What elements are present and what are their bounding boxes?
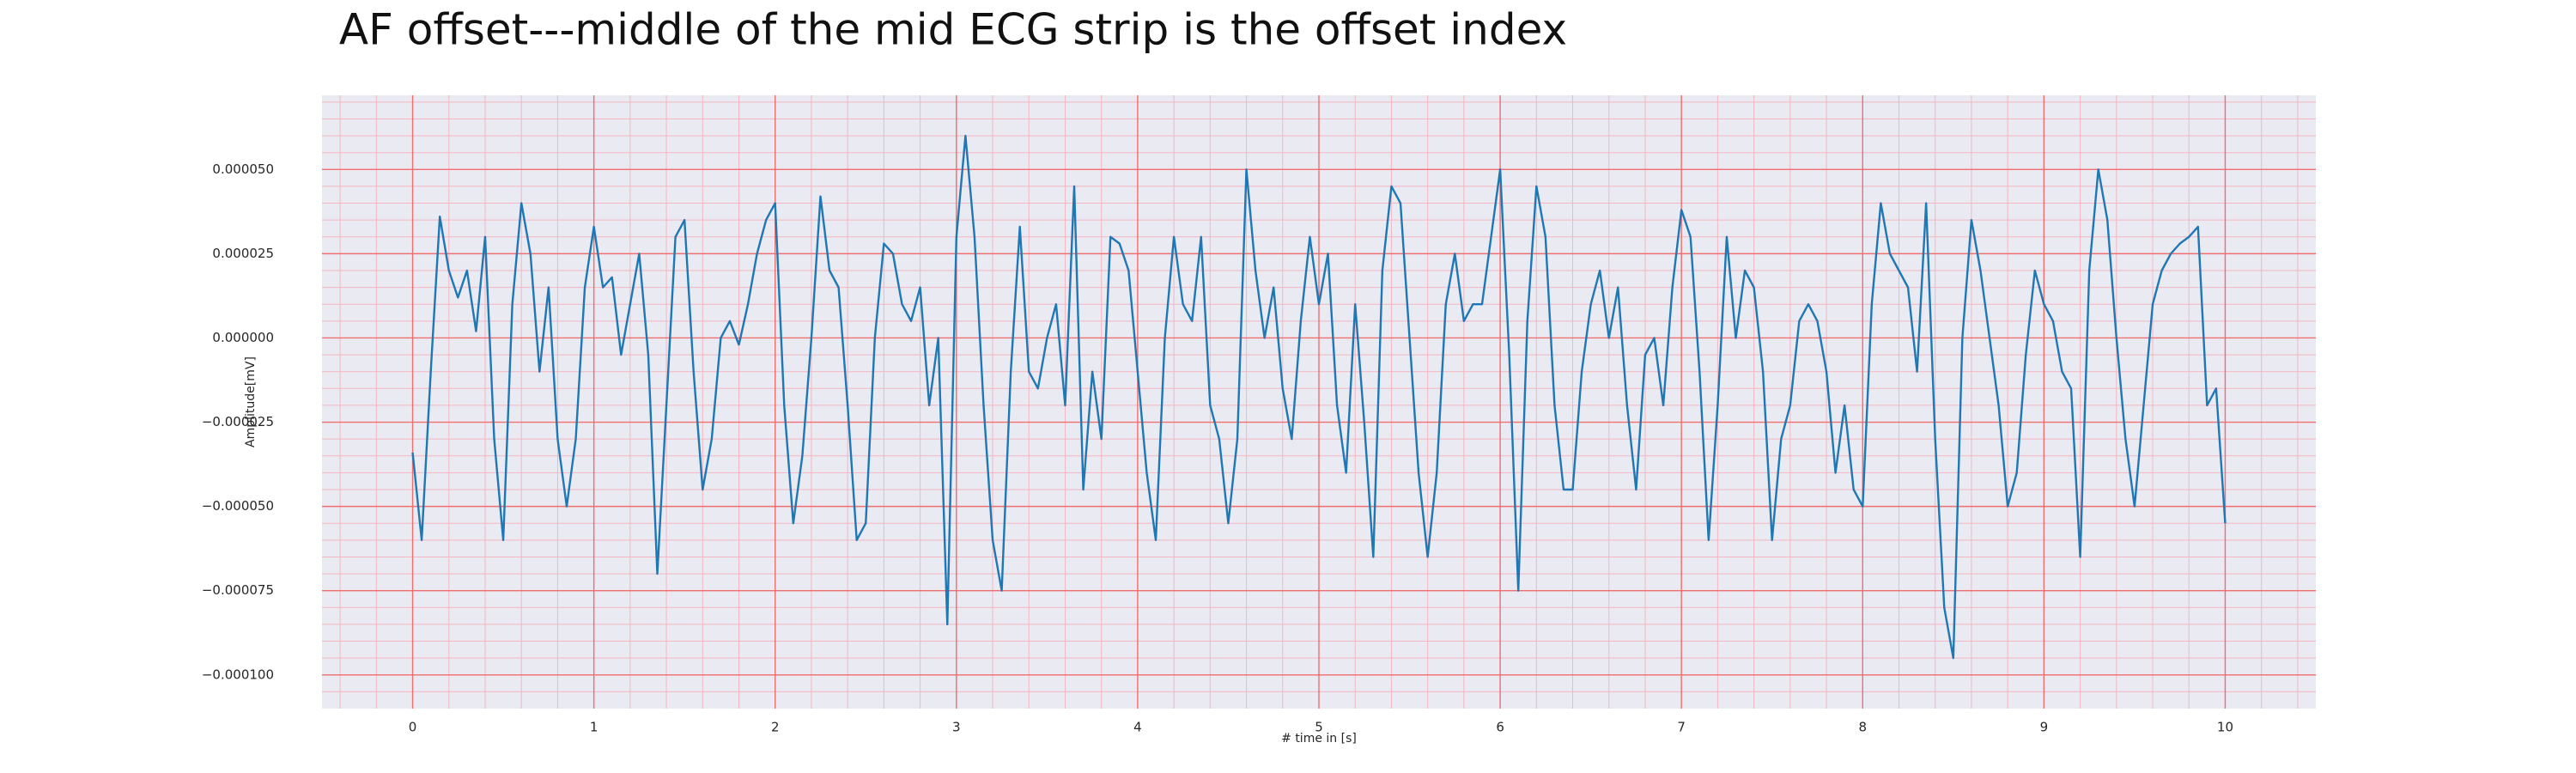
y-tick-label: −0.000075: [202, 582, 274, 598]
x-tick-label: 7: [1677, 720, 1686, 735]
x-axis-label: # time in [s]: [1281, 732, 1357, 746]
ecg-line: [411, 134, 2227, 660]
x-tick-label: 5: [1315, 720, 1323, 735]
x-tick-label: 2: [771, 720, 780, 735]
x-tick-label: 1: [590, 720, 598, 735]
x-tick-label: 6: [1496, 720, 1504, 735]
x-tick-label: 9: [2040, 720, 2049, 735]
y-axis-label: Amplitude[mV]: [244, 356, 258, 447]
x-tick-label: 10: [2217, 720, 2233, 735]
x-tick-label: 4: [1133, 720, 1142, 735]
y-tick-label: 0.000050: [212, 161, 274, 177]
chart-title: AF offset---middle of the mid ECG strip …: [339, 5, 1567, 55]
y-tick-label: 0.000000: [212, 330, 274, 345]
x-tick-label: 8: [1858, 720, 1867, 735]
y-tick-label: 0.000025: [212, 246, 274, 261]
y-tick-label: −0.000050: [202, 498, 274, 514]
y-tick-label: −0.000025: [202, 414, 274, 429]
x-tick-label: 0: [409, 720, 417, 735]
y-tick-label: −0.000100: [202, 666, 274, 682]
x-tick-label: 3: [952, 720, 961, 735]
